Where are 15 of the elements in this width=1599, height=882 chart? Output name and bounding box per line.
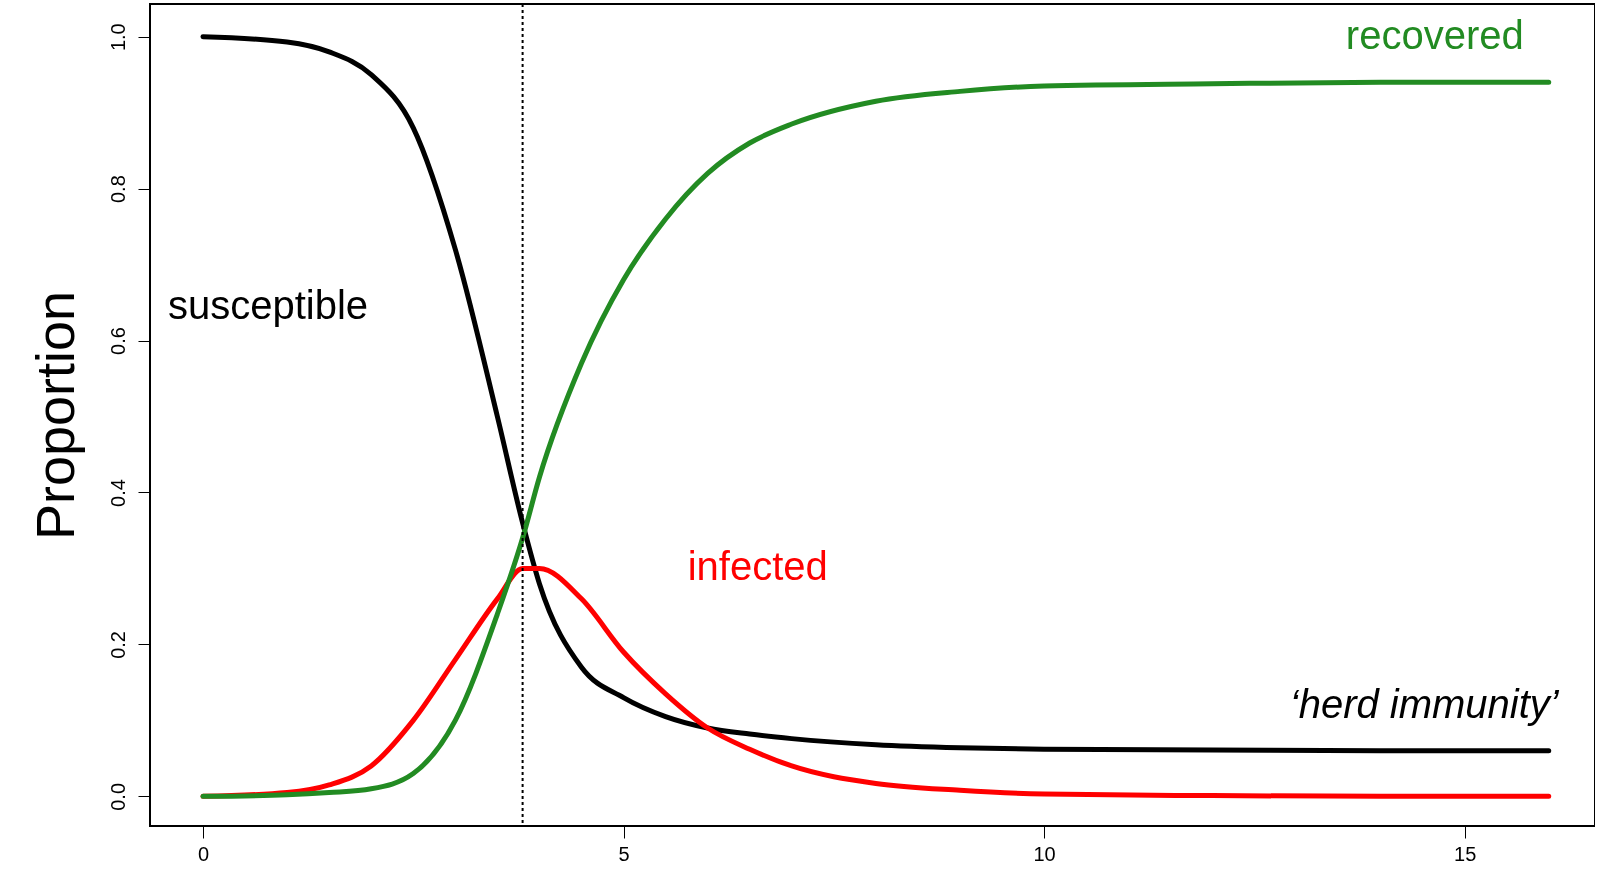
y-tick-label: 1.0	[106, 23, 129, 52]
y-tick-label: 0.6	[106, 327, 129, 355]
y-tick-label: 0.0	[106, 782, 129, 811]
y-tick-label: 0.4	[106, 479, 129, 507]
x-tick-label: 10	[1033, 842, 1056, 865]
text: infected	[687, 544, 828, 588]
x-tick-label: 5	[618, 842, 630, 865]
annotation: ‘herd immunity’	[1289, 681, 1560, 726]
text: susceptible	[167, 282, 369, 327]
x-tick-label: 15	[1454, 842, 1477, 865]
series-label: recovered	[1345, 13, 1524, 58]
y-axis-title: Proportion	[24, 290, 85, 541]
y-tick-label: 0.8	[106, 175, 129, 204]
x-tick-label: 0	[197, 842, 210, 865]
y-tick-label: 0.2	[106, 631, 129, 659]
